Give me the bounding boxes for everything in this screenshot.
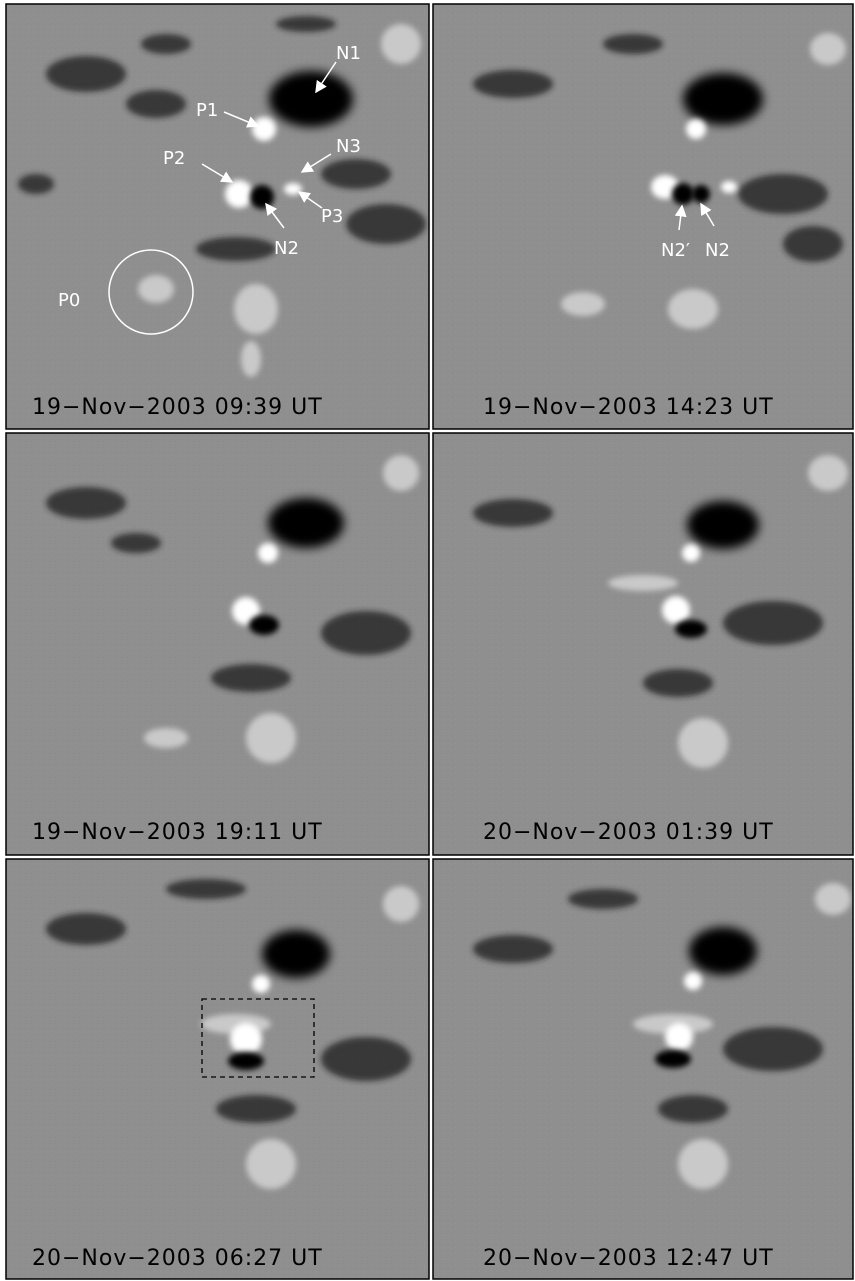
panel-1-caption: 19−Nov−2003 09:39 UT xyxy=(32,395,323,420)
arrow-n2 xyxy=(265,202,285,229)
polarity-p1 xyxy=(684,972,702,990)
polarity-n2 xyxy=(675,620,707,638)
polarity-p1 xyxy=(252,975,270,993)
panel-6: 20−Nov−2003 12:47 UT xyxy=(432,858,854,1280)
sunspot-n1 xyxy=(683,73,763,125)
label-n2: N2 xyxy=(705,240,730,261)
label-p0: P0 xyxy=(58,290,80,311)
panel-1-border xyxy=(5,3,430,430)
panel-6-border xyxy=(432,858,854,1280)
polarity-p2 xyxy=(230,1023,262,1055)
arrow-p2 xyxy=(201,163,234,183)
polarity-p2 xyxy=(225,180,253,208)
polarity-p2 xyxy=(651,175,679,199)
arrow-n3 xyxy=(300,153,332,173)
panel-6-positive-plage xyxy=(633,883,851,1189)
polarity-n2 xyxy=(692,185,710,203)
panel-3-negative-network xyxy=(46,487,411,692)
sunspot-n1 xyxy=(268,498,344,548)
label-p1: P1 xyxy=(196,100,218,121)
panel-4-background xyxy=(433,433,853,855)
arrow-n2 xyxy=(700,202,715,227)
panel-6-negative-network xyxy=(473,889,823,1123)
label-n1: N1 xyxy=(336,43,361,64)
sunspot-n1 xyxy=(269,71,353,127)
polarity-n2-prime xyxy=(672,183,694,205)
polarity-p3 xyxy=(721,181,737,193)
polarity-p1 xyxy=(252,117,276,141)
label-n2: N2 xyxy=(274,238,299,259)
panel-3-caption: 19−Nov−2003 19:11 UT xyxy=(32,820,323,845)
panel-2-border xyxy=(432,3,854,430)
panel-3-border xyxy=(5,432,430,856)
polarity-n2 xyxy=(655,1050,691,1068)
polarity-n2 xyxy=(250,185,274,209)
panel-4-border xyxy=(432,432,854,856)
sunspot-n1 xyxy=(689,927,757,975)
panel-2-positive-plage xyxy=(561,33,846,329)
label-n2-prime: N2′ xyxy=(661,240,690,261)
panel-2-caption: 19−Nov−2003 14:23 UT xyxy=(483,395,774,420)
label-p2: P2 xyxy=(163,148,185,169)
panel-5-border xyxy=(5,858,430,1280)
sunspot-n1 xyxy=(262,930,330,978)
polarity-p2 xyxy=(232,597,260,625)
arrow-p1 xyxy=(223,111,260,128)
panel-4-caption: 20−Nov−2003 01:39 UT xyxy=(483,820,774,845)
polarity-p1 xyxy=(682,544,700,562)
label-n3: N3 xyxy=(336,136,361,157)
panel-1-positive-plage xyxy=(138,24,421,377)
arrow-n2-prime xyxy=(674,204,687,231)
polarity-n2 xyxy=(249,615,279,635)
panel-3-positive-plage xyxy=(144,455,419,763)
polarity-p1 xyxy=(258,543,278,563)
panel-2-negative-network xyxy=(473,34,843,262)
arrow-p3 xyxy=(297,191,323,209)
panel-4-positive-plage xyxy=(608,455,848,768)
panel-4-negative-network xyxy=(473,499,823,697)
polarity-p3 xyxy=(284,183,302,195)
label-p3: P3 xyxy=(321,206,343,227)
panel-5-caption: 20−Nov−2003 06:27 UT xyxy=(32,1246,323,1271)
panel-5: 20−Nov−2003 06:27 UT xyxy=(5,858,430,1280)
panel-3: 19−Nov−2003 19:11 UT xyxy=(5,432,430,856)
sunspot-n1 xyxy=(687,501,759,549)
panel-5-negative-network xyxy=(46,879,411,1123)
dashed-box xyxy=(201,998,315,1078)
panel-6-caption: 20−Nov−2003 12:47 UT xyxy=(483,1246,774,1271)
polarity-n2 xyxy=(228,1052,264,1070)
panel-1: N1 P1 P2 N3 P3 N2 P0 19−Nov−2003 09:39 U… xyxy=(5,3,430,430)
arrow-n1 xyxy=(315,61,337,94)
p0-circle xyxy=(108,249,194,335)
panel-2-background xyxy=(433,4,853,429)
polarity-p1 xyxy=(686,119,706,139)
panel-2: N2′ N2 19−Nov−2003 14:23 UT xyxy=(432,3,854,430)
panel-4: 20−Nov−2003 01:39 UT xyxy=(432,432,854,856)
panel-1-negative-network xyxy=(18,16,426,261)
polarity-p2 xyxy=(662,596,690,624)
polarity-p2 xyxy=(665,1023,693,1051)
